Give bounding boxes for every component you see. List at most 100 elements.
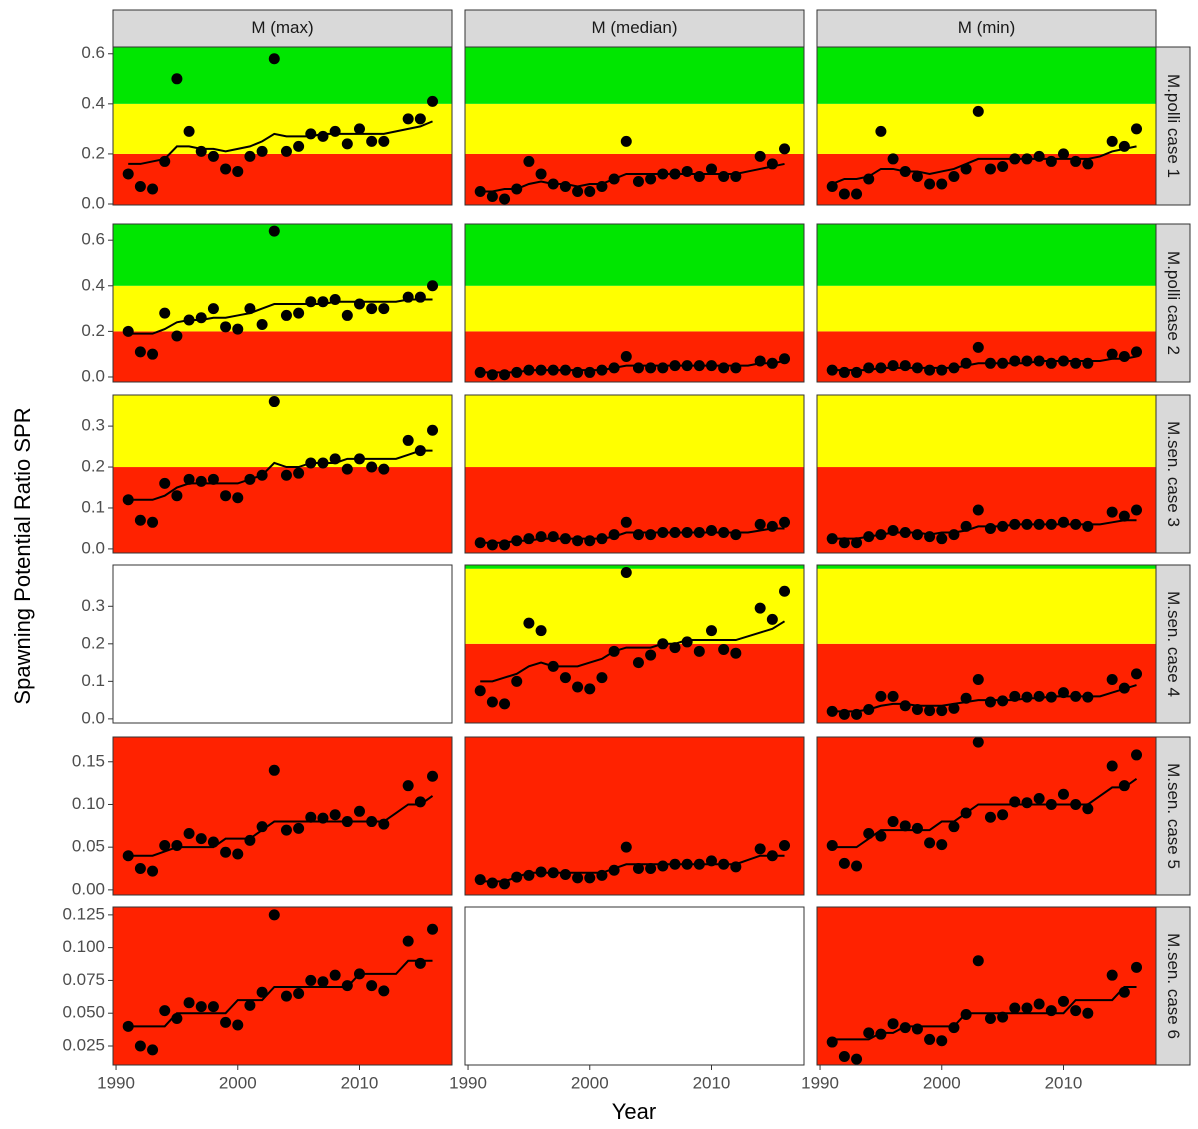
point <box>779 585 791 597</box>
point <box>584 366 596 378</box>
point <box>1070 1005 1082 1017</box>
fit-line <box>480 620 786 683</box>
point <box>632 175 644 187</box>
zone-band <box>817 103 1156 154</box>
point <box>730 362 742 374</box>
point <box>195 475 207 487</box>
point <box>924 178 936 190</box>
point <box>572 681 584 693</box>
point <box>960 1009 972 1021</box>
strip <box>816 9 1157 48</box>
point <box>1009 518 1021 530</box>
point <box>511 535 523 547</box>
point <box>134 1040 146 1052</box>
point <box>984 357 996 369</box>
point <box>171 73 183 85</box>
point <box>499 369 511 381</box>
point <box>1131 346 1143 358</box>
point <box>1082 158 1094 170</box>
zone-band <box>817 331 1156 382</box>
point <box>486 696 498 708</box>
point <box>353 298 365 310</box>
strip-label: M (max) <box>251 18 313 37</box>
point <box>972 504 984 516</box>
point <box>244 150 256 162</box>
point <box>718 643 730 655</box>
point <box>1033 690 1045 702</box>
panel-border <box>464 223 805 383</box>
point <box>547 364 559 376</box>
point <box>353 805 365 817</box>
panel-border <box>816 394 1157 554</box>
point <box>875 1028 887 1040</box>
point <box>427 280 439 292</box>
point <box>220 490 232 502</box>
point <box>863 362 875 374</box>
point <box>984 696 996 708</box>
zone-band <box>817 285 1156 332</box>
strip-label: M.polli case 2 <box>1164 251 1183 355</box>
point <box>1118 140 1130 152</box>
point <box>378 463 390 475</box>
point <box>681 165 693 177</box>
y-tick-label: 0.0 <box>81 193 105 212</box>
point <box>341 463 353 475</box>
point <box>207 473 219 485</box>
panel <box>465 224 804 382</box>
point <box>414 113 426 125</box>
point <box>1070 798 1082 810</box>
point <box>559 364 571 376</box>
point <box>402 780 414 792</box>
point <box>681 636 693 648</box>
point <box>693 858 705 870</box>
point <box>329 809 341 821</box>
point <box>1045 357 1057 369</box>
point <box>887 360 899 372</box>
y-tick-label: 0.2 <box>81 143 105 162</box>
point <box>1070 155 1082 167</box>
panel <box>113 224 452 382</box>
point <box>972 105 984 117</box>
zone-band <box>465 47 804 104</box>
strip <box>1154 394 1191 554</box>
point <box>596 364 608 376</box>
point <box>779 839 791 851</box>
point <box>1045 691 1057 703</box>
point <box>1033 518 1045 530</box>
point <box>427 923 439 935</box>
point <box>366 135 378 147</box>
panel-border <box>464 46 805 206</box>
x-tick-label: 2010 <box>693 1073 731 1092</box>
point <box>766 613 778 625</box>
zone-band <box>113 103 452 154</box>
strip <box>1154 564 1191 724</box>
strip-label: M.polli case 1 <box>1164 74 1183 178</box>
point <box>1057 355 1069 367</box>
panel <box>465 47 804 205</box>
point <box>960 163 972 175</box>
point <box>766 520 778 532</box>
point <box>195 833 207 845</box>
zone-band <box>817 47 1156 104</box>
point <box>171 839 183 851</box>
point <box>596 869 608 881</box>
point <box>256 821 268 833</box>
point <box>936 1035 948 1047</box>
point <box>875 125 887 137</box>
point <box>353 453 365 465</box>
point <box>244 834 256 846</box>
point <box>997 1011 1009 1023</box>
point <box>657 638 669 650</box>
panel <box>817 907 1156 1065</box>
point <box>936 364 948 376</box>
point <box>572 366 584 378</box>
point <box>293 988 305 1000</box>
point <box>220 321 232 333</box>
point <box>207 836 219 848</box>
point <box>596 533 608 545</box>
x-tick-label: 2000 <box>923 1073 961 1092</box>
point <box>535 531 547 543</box>
point <box>305 974 317 986</box>
point <box>693 360 705 372</box>
point <box>911 170 923 182</box>
